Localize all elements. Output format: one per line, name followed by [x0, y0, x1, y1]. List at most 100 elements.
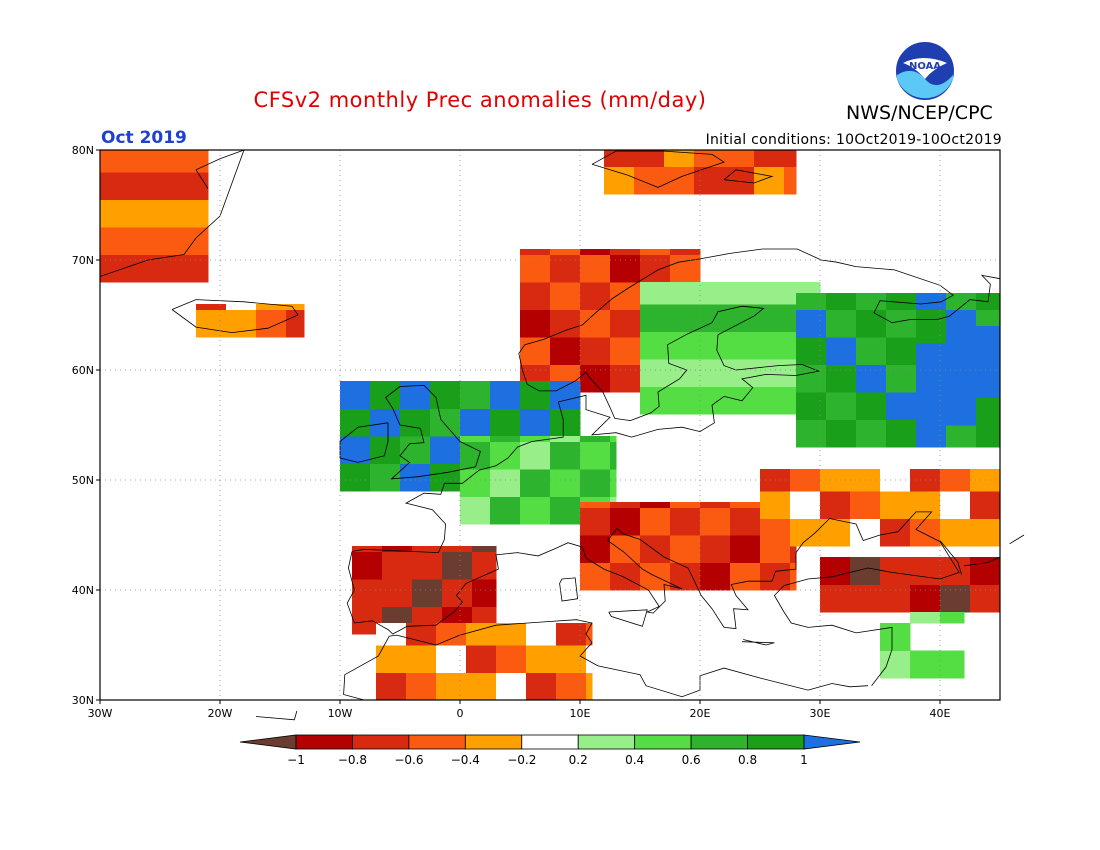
anomaly-cell [100, 199, 131, 228]
anomaly-cell [526, 672, 557, 701]
anomaly-cell [826, 309, 857, 338]
coastline [559, 577, 579, 602]
anomaly-cell [580, 469, 611, 497]
anomaly-cell [520, 381, 551, 409]
anomaly-cell [550, 381, 581, 409]
anomaly-cell [490, 469, 521, 497]
graticule [100, 150, 1000, 700]
anomaly-cell [826, 337, 857, 365]
anomaly-cell [376, 623, 407, 646]
anomaly-cell [940, 650, 965, 679]
anomaly-cell [352, 551, 383, 580]
anomaly-cell [880, 584, 911, 613]
anomaly-cell [370, 463, 401, 492]
anomaly-cell [730, 507, 761, 536]
anomaly-cell [496, 623, 527, 646]
anomaly-cell [496, 672, 527, 701]
anomaly-cell [130, 199, 161, 228]
colorbar-tick-label: −1 [287, 753, 305, 767]
anomaly-cell [160, 199, 191, 228]
anomaly-cell [400, 381, 431, 409]
anomaly-cell [586, 645, 593, 673]
coastline [255, 710, 298, 721]
anomaly-cell [196, 304, 227, 310]
coastline [343, 619, 869, 701]
colorbar-tick-label: 0.4 [625, 753, 644, 767]
anomaly-cell [694, 166, 725, 195]
anomaly-cell [604, 166, 635, 195]
anomaly-cell [520, 408, 551, 437]
anomaly-cell [580, 249, 611, 255]
anomaly-cell [352, 579, 383, 607]
month-label: Oct 2019 [101, 128, 187, 148]
anomaly-cell [640, 535, 671, 563]
anomaly-cell [820, 491, 851, 519]
colorbar-segment [352, 734, 410, 750]
anomaly-cell [700, 359, 731, 387]
colorbar-tick-label: −0.4 [451, 753, 480, 767]
anomaly-cell [406, 672, 437, 701]
lon-tick-label: 30E [810, 707, 831, 720]
anomaly-cell [466, 672, 497, 701]
anomaly-cell [730, 282, 761, 305]
anomaly-cell [466, 645, 497, 673]
anomaly-cell [610, 535, 641, 563]
anomaly-cell [556, 623, 587, 646]
latitude-axis: 80N 70N 60N 50N 40N 30N [72, 144, 100, 707]
anomaly-cell [796, 392, 827, 420]
anomaly-cell [610, 502, 641, 508]
anomaly-cell [940, 518, 971, 547]
anomaly-cell [610, 282, 641, 310]
anomaly-cell [760, 518, 791, 547]
colorbar: −1 −0.8 −0.6 −0.4 −0.2 0.2 0.4 0.6 0.8 1 [239, 734, 861, 767]
anomaly-cell [784, 166, 797, 195]
anomaly-cell [472, 546, 497, 552]
anomaly-cell [256, 309, 287, 338]
anomaly-cell [430, 381, 461, 409]
anomaly-cell [580, 337, 611, 365]
colorbar-segment [634, 734, 692, 750]
anomaly-cell [382, 551, 413, 580]
anomaly-cell [256, 304, 287, 310]
anomaly-cell [610, 249, 641, 255]
colorbar-segment [295, 734, 353, 750]
anomaly-cell [352, 546, 383, 552]
colorbar-tick-label: −0.2 [507, 753, 536, 767]
anomaly-cell [610, 469, 617, 497]
agency-label: NWS/NCEP/CPC [846, 102, 993, 124]
anomaly-cell [796, 419, 827, 448]
colorbar-segment [464, 734, 523, 750]
anomaly-cell [820, 584, 851, 613]
anomaly-cell [370, 436, 401, 464]
anomaly-cell [100, 172, 131, 200]
anomaly-cell [520, 441, 551, 470]
anomaly-cell [640, 507, 671, 536]
anomaly-cell [730, 562, 761, 591]
anomaly-cell [940, 557, 971, 585]
anomaly-cell [640, 304, 671, 332]
anomaly-cell [910, 557, 941, 585]
anomaly-cell [526, 623, 557, 646]
anomaly-cell [730, 359, 761, 387]
anomaly-cell [490, 441, 521, 470]
anomaly-cell [436, 672, 467, 701]
coastline [346, 511, 960, 686]
anomaly-cell [730, 386, 761, 415]
anomaly-cell [190, 254, 209, 283]
anomaly-cell [970, 584, 1001, 613]
lon-tick-label: 40E [930, 707, 951, 720]
anomaly-cell [970, 557, 1001, 585]
anomaly-cell [190, 172, 209, 200]
anomaly-cell [196, 309, 227, 338]
anomaly-cell [634, 150, 665, 167]
anomaly-cell [664, 166, 695, 195]
anomaly-cell [730, 502, 761, 508]
anomaly-cell [442, 551, 473, 580]
anomaly-cell [526, 645, 557, 673]
anomaly-cell [436, 623, 467, 646]
anomaly-cell [640, 386, 671, 415]
anomaly-cell [880, 491, 911, 519]
anomaly-field [100, 150, 1001, 701]
anomaly-cell [580, 535, 611, 563]
anomaly-cell [700, 304, 731, 332]
